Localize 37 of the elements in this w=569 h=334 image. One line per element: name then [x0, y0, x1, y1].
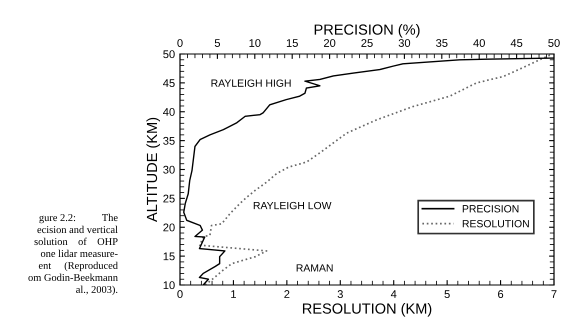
y-tick-label: 50	[163, 50, 175, 58]
x-tick-label: 0	[177, 290, 183, 298]
x2-tick-label: 40	[473, 39, 485, 47]
x2-tick-label: 25	[361, 39, 373, 47]
y-tick-label: 30	[163, 166, 175, 174]
y-axis-title: ALTITUDE (KM)	[146, 118, 160, 222]
x2-axis-title: PRECISION (%)	[314, 24, 420, 38]
y-tick-label: 35	[163, 136, 175, 145]
x2-tick-label: 0	[177, 39, 183, 47]
x-tick-label: 7	[551, 290, 557, 298]
x-tick-label: 6	[498, 290, 504, 298]
y-tick-label: 10	[164, 281, 175, 290]
legend-label: RESOLUTION	[462, 220, 529, 228]
y-tick-label: 40	[163, 108, 175, 116]
x2-tick-label: 5	[214, 39, 220, 47]
x-axis-title: RESOLUTION (KM)	[302, 302, 432, 317]
legend-label: PRECISION	[462, 205, 518, 212]
y-tick-label: 45	[163, 79, 175, 88]
y-tick-label: 15	[164, 252, 175, 260]
x2-tick-label: 10	[249, 39, 261, 47]
annotation: RAMAN	[296, 264, 333, 272]
x2-tick-label: 30	[398, 39, 410, 47]
x-tick-label: 5	[444, 290, 450, 298]
x-tick-label: 1	[231, 290, 236, 298]
x-tick-label: 4	[390, 290, 396, 298]
x2-tick-label: 15	[286, 39, 298, 47]
x2-tick-label: 35	[436, 39, 448, 47]
y-tick-label: 25	[163, 194, 175, 203]
annotation: RAYLEIGH LOW	[254, 202, 332, 210]
y-tick-label: 20	[163, 224, 175, 232]
text: gure 2.2: The ecision and vertical solution of OHP one lidar measure- ent (Reproduced om Godin-Beekmann al., 2003).	[28, 214, 118, 296]
x2-tick-label: 45	[510, 39, 522, 47]
x-tick-label: 2	[284, 290, 290, 298]
annotation: RAYLEIGH HIGH	[211, 79, 291, 87]
x-tick-label: 3	[338, 290, 343, 298]
x2-tick-label: 50	[548, 39, 560, 47]
x2-tick-label: 20	[324, 39, 336, 47]
